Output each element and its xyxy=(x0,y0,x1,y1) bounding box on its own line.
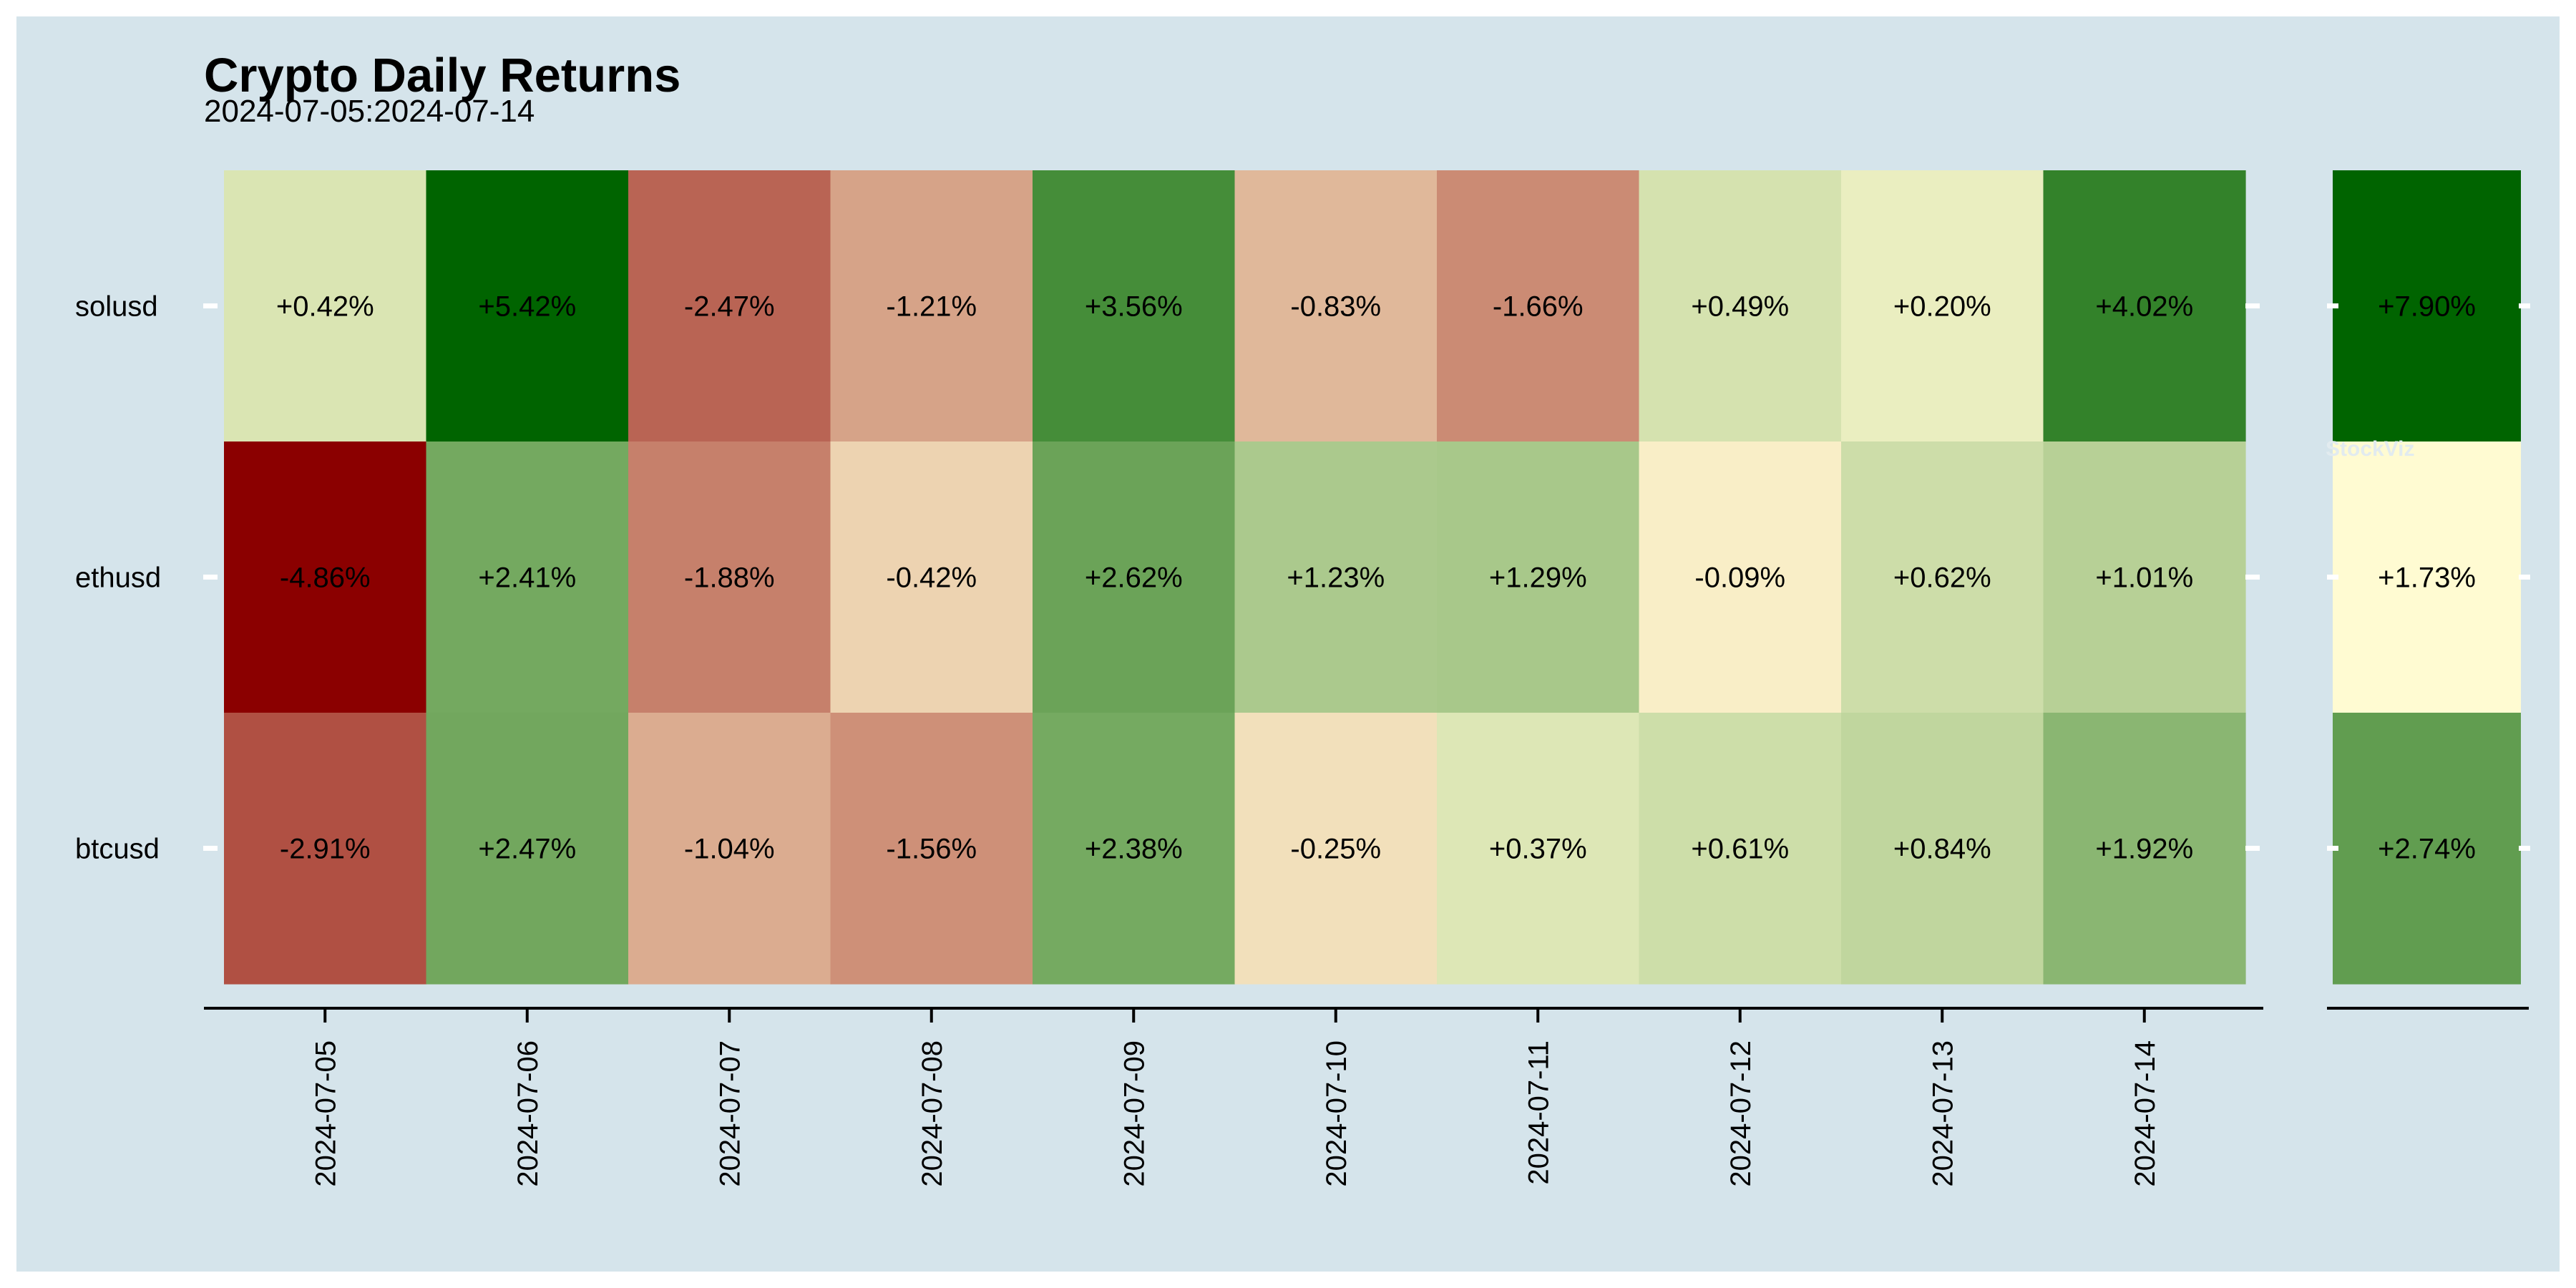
cell-value-label: +1.92% xyxy=(2095,834,2193,865)
y-axis: solusd ethusd btcusd xyxy=(75,291,2530,865)
cell-value-label: -1.21% xyxy=(886,291,977,323)
cell-value-label: -1.04% xyxy=(684,834,775,865)
cell-value-label: -0.83% xyxy=(1290,291,1381,323)
heatmap-cell-btcusd-2024-07-08 xyxy=(830,713,1033,985)
cell-value-label: +0.49% xyxy=(1691,291,1789,323)
heatmap-cell-ethusd-2024-07-11 xyxy=(1437,441,1640,713)
x-tick-label: 2024-07-12 xyxy=(1725,1040,1757,1187)
cell-value-label: -0.25% xyxy=(1290,834,1381,865)
cell-value-label: +0.84% xyxy=(1893,834,1991,865)
heatmap-cell-btcusd-2024-07-06 xyxy=(426,713,629,985)
cell-value-label: -1.66% xyxy=(1493,291,1584,323)
heatmap-cell-ethusd-2024-07-07 xyxy=(628,441,831,713)
x-tick-label: 2024-07-14 xyxy=(2129,1040,2161,1187)
heatmap-cell-solusd-2024-07-06 xyxy=(426,170,629,442)
x-tick-label: 2024-07-08 xyxy=(917,1040,948,1187)
cell-value-label: +2.62% xyxy=(1085,562,1183,594)
heatmap-cell-btcusd-2024-07-09 xyxy=(1033,713,1236,985)
heatmap-cell-solusd-2024-07-11 xyxy=(1437,170,1640,442)
cell-value-label: -2.91% xyxy=(280,834,371,865)
x-tick-label: 2024-07-13 xyxy=(1927,1040,1958,1187)
cell-value-label: -1.88% xyxy=(684,562,775,594)
cell-value-label: +4.02% xyxy=(2095,291,2193,323)
heatmap-cell-solusd-2024-07-14 xyxy=(2043,170,2246,442)
cell-value-label: +3.56% xyxy=(1085,291,1183,323)
heatmap-cell-ethusd-2024-07-05 xyxy=(224,441,427,713)
x-tick-label: 2024-07-10 xyxy=(1321,1040,1352,1187)
heatmap-cell-ethusd-2024-07-13 xyxy=(1841,441,2044,713)
y-tick-label: ethusd xyxy=(75,562,161,594)
total-value-label: +1.73% xyxy=(2378,562,2476,594)
x-tick-label: 2024-07-05 xyxy=(310,1040,341,1187)
x-tick-label: 2024-07-07 xyxy=(714,1040,746,1187)
heatmap-cell-btcusd-2024-07-14 xyxy=(2043,713,2246,985)
heatmap-cell-solusd-2024-07-09 xyxy=(1033,170,1236,442)
cell-value-label: -2.47% xyxy=(684,291,775,323)
cell-value-label: -0.09% xyxy=(1694,562,1785,594)
heatmap-cell-solusd-2024-07-12 xyxy=(1639,170,1842,442)
heatmap-cell-btcusd-2024-07-11 xyxy=(1437,713,1640,985)
heatmap-cell-btcusd-2024-07-10 xyxy=(1234,713,1438,985)
heatmap-cell-solusd-2024-07-13 xyxy=(1841,170,2044,442)
cell-value-label: -0.42% xyxy=(886,562,977,594)
heatmap-cell-solusd-2024-07-10 xyxy=(1234,170,1438,442)
x-tick-label: 2024-07-09 xyxy=(1118,1040,1150,1187)
x-axis: 2024-07-05 2024-07-06 2024-07-07 2024-07-08… xyxy=(204,1007,2263,1187)
cell-value-label: +0.42% xyxy=(276,291,374,323)
chart-title: Crypto Daily Returns xyxy=(204,49,681,102)
heatmap-cell-ethusd-2024-07-06 xyxy=(426,441,629,713)
heatmap-cells xyxy=(224,170,2246,985)
x-tick-label: 2024-07-06 xyxy=(512,1040,544,1187)
cell-value-label: +0.20% xyxy=(1893,291,1991,323)
total-value-label: +2.74% xyxy=(2378,834,2476,865)
x-tick-label: 2024-07-11 xyxy=(1523,1040,1554,1185)
cell-value-label: +2.38% xyxy=(1085,834,1183,865)
heatmap-cell-ethusd-2024-07-08 xyxy=(830,441,1033,713)
heatmap-cell-labels: +0.42% +5.42% -2.47% -1.21% +3.56% -0.83% -1.6… xyxy=(276,291,2193,865)
heatmap-cell-btcusd-2024-07-13 xyxy=(1841,713,2044,985)
cell-value-label: +2.47% xyxy=(478,834,576,865)
cell-value-label: +1.01% xyxy=(2095,562,2193,594)
cell-value-label: +2.41% xyxy=(478,562,576,594)
cell-value-label: +0.62% xyxy=(1893,562,1991,594)
heatmap-cell-btcusd-2024-07-12 xyxy=(1639,713,1842,985)
heatmap-cell-btcusd-2024-07-07 xyxy=(628,713,831,985)
heatmap-cell-ethusd-2024-07-14 xyxy=(2043,441,2246,713)
cell-value-label: +1.23% xyxy=(1287,562,1385,594)
cell-value-label: +0.61% xyxy=(1691,834,1789,865)
total-column-labels: +7.90% +1.73% +2.74% xyxy=(2378,291,2476,865)
cell-value-label: +0.37% xyxy=(1489,834,1587,865)
cell-value-label: -1.56% xyxy=(886,834,977,865)
total-cell-btcusd xyxy=(2333,713,2521,985)
cell-value-label: +1.29% xyxy=(1489,562,1587,594)
heatmap-cell-ethusd-2024-07-10 xyxy=(1234,441,1438,713)
total-column-cells xyxy=(2333,170,2521,985)
heatmap-cell-solusd-2024-07-05 xyxy=(224,170,427,442)
heatmap-cell-ethusd-2024-07-12 xyxy=(1639,441,1842,713)
y-tick-label: btcusd xyxy=(75,834,160,865)
watermark-text: StockViz xyxy=(2326,437,2415,461)
heatmap-cell-btcusd-2024-07-05 xyxy=(224,713,427,985)
cell-value-label: -4.86% xyxy=(280,562,371,594)
heatmap-cell-ethusd-2024-07-09 xyxy=(1033,441,1236,713)
y-tick-label: solusd xyxy=(75,291,158,323)
cell-value-label: +5.42% xyxy=(478,291,576,323)
chart-subtitle: 2024-07-05:2024-07-14 xyxy=(204,94,535,129)
total-cell-solusd xyxy=(2333,170,2521,442)
heatmap-cell-solusd-2024-07-07 xyxy=(628,170,831,442)
heatmap-cell-solusd-2024-07-08 xyxy=(830,170,1033,442)
total-cell-ethusd xyxy=(2333,441,2521,713)
total-value-label: +7.90% xyxy=(2378,291,2476,323)
